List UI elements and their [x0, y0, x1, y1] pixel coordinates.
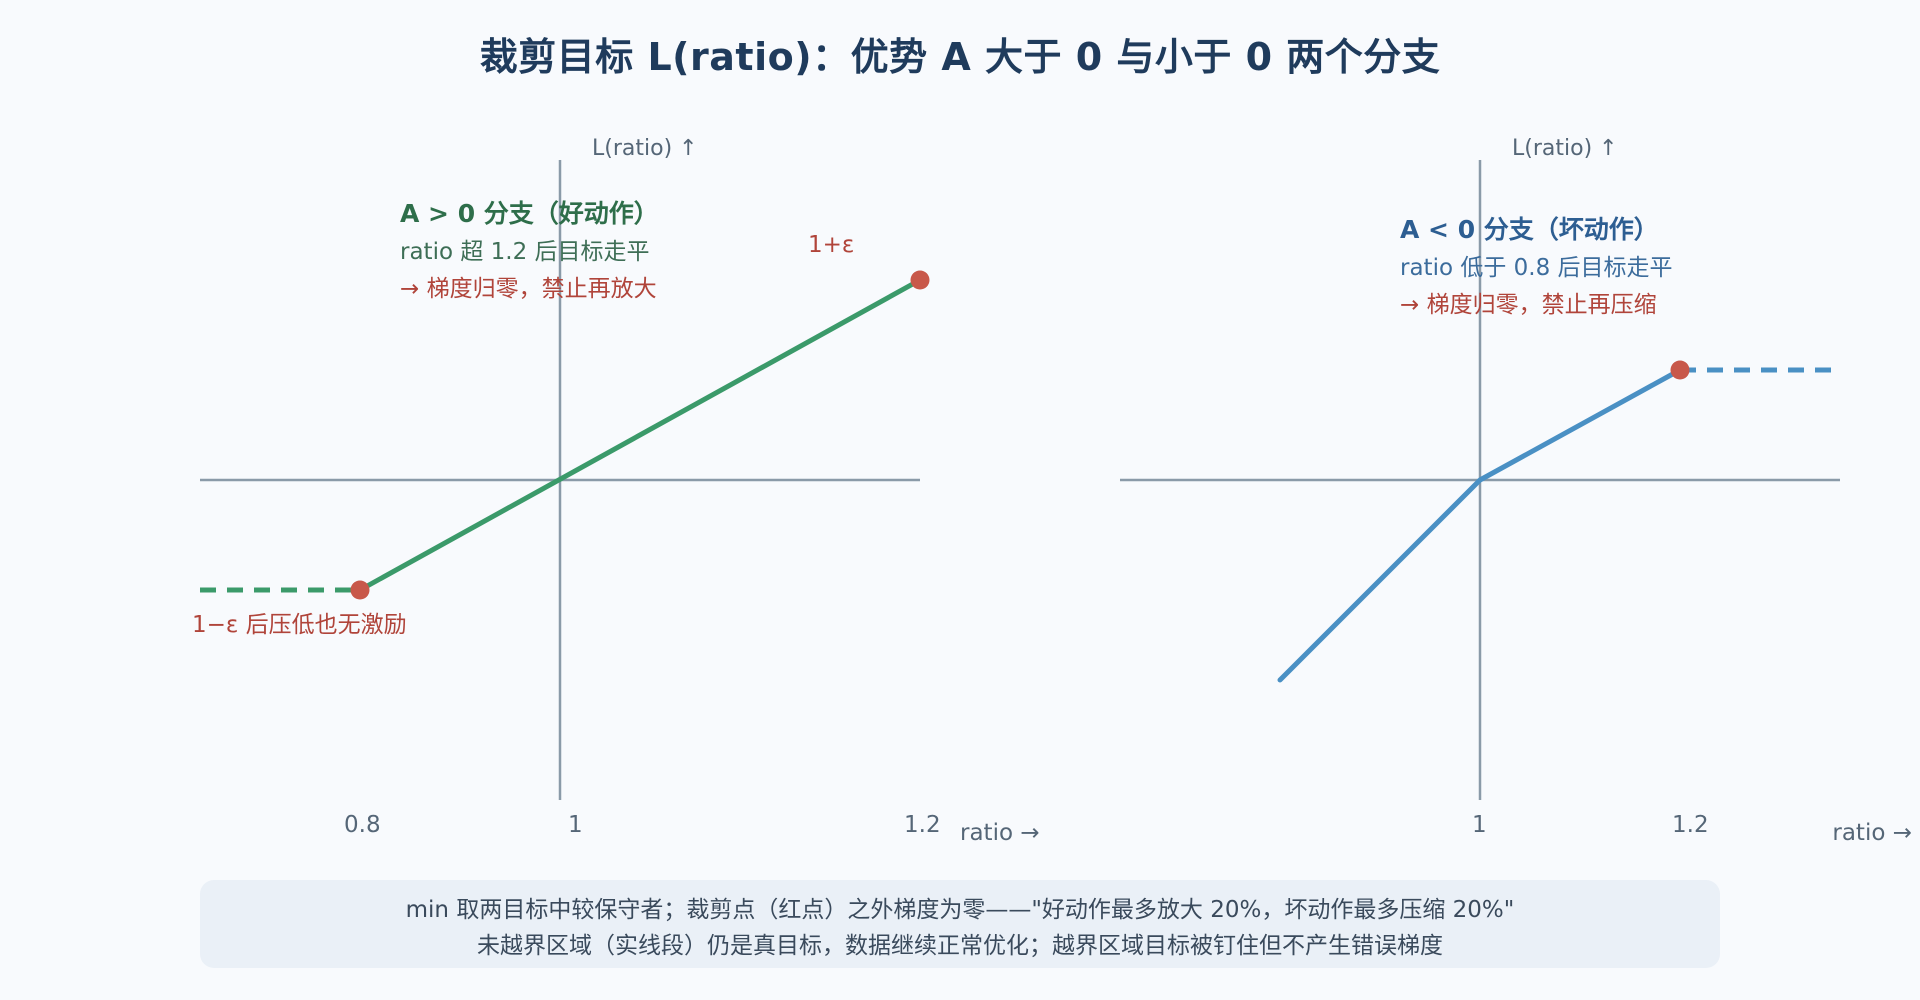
- left-branch-title: A > 0 分支（好动作）: [400, 199, 659, 228]
- left-objective-line: [357, 277, 923, 593]
- left-x-axis-label: ratio →: [960, 820, 1040, 846]
- left-branch-note-line1: ratio 超 1.2 后目标走平: [400, 239, 650, 265]
- left-upper-clip-label: 1+ε: [808, 232, 854, 258]
- left-tick-1-2: 1.2: [904, 812, 941, 838]
- summary-line-1: min 取两目标中较保守者；裁剪点（红点）之外梯度为零——"好动作最多放大 20…: [405, 897, 1515, 923]
- left-branch-note-line2: → 梯度归零，禁止再放大: [400, 276, 657, 302]
- right-tick-1: 1: [1472, 812, 1487, 838]
- left-lower-clip-point: [350, 580, 370, 600]
- left-tick-1: 1: [568, 812, 583, 838]
- left-tick-0-8: 0.8: [344, 812, 381, 838]
- left-upper-clip-point: [910, 270, 930, 290]
- page-title: 裁剪目标 L(ratio)：优势 A 大于 0 与小于 0 两个分支: [479, 35, 1441, 79]
- left-lower-clip-label: 1−ε 后压低也无激励: [192, 612, 407, 638]
- right-clip-point: [1670, 360, 1690, 380]
- right-tick-1-2: 1.2: [1672, 812, 1709, 838]
- right-y-axis-label: L(ratio) ↑: [1512, 136, 1618, 161]
- right-panel: L(ratio) ↑ ratio → 1 1.2 A < 0 分支（坏动作） r…: [1120, 136, 1912, 846]
- right-branch-title: A < 0 分支（坏动作）: [1400, 215, 1659, 244]
- right-x-axis-label: ratio →: [1832, 820, 1912, 846]
- left-panel: L(ratio) ↑ ratio → 0.8 1 1.2 1+ε 1−ε 后压低…: [192, 136, 1040, 846]
- summary-line-2: 未越界区域（实线段）仍是真目标，数据继续正常优化；越界区域目标被钉住但不产生错误…: [477, 933, 1443, 959]
- summary-note-box: min 取两目标中较保守者；裁剪点（红点）之外梯度为零——"好动作最多放大 20…: [200, 880, 1720, 968]
- left-y-axis-label: L(ratio) ↑: [592, 136, 698, 161]
- right-objective-line: [1277, 367, 1683, 683]
- right-branch-note-line1: ratio 低于 0.8 后目标走平: [1400, 255, 1673, 281]
- right-branch-note-line2: → 梯度归零，禁止再压缩: [1400, 292, 1657, 318]
